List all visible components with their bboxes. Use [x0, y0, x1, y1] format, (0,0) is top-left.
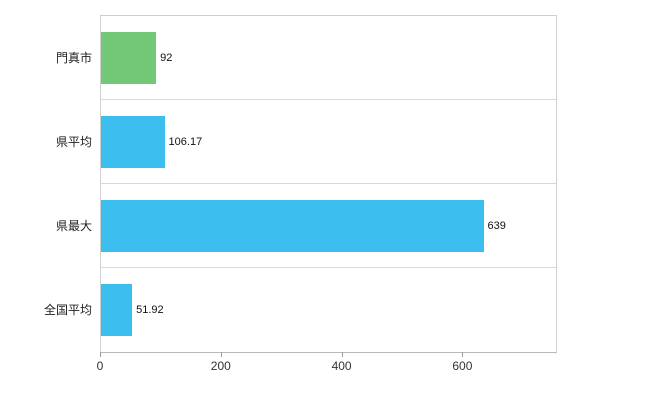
chart-body: 門真市県平均県最大全国平均 92 106.17 639 51.92 — [30, 15, 557, 353]
x-tick-mark — [341, 352, 343, 357]
x-tick-mark — [462, 352, 464, 357]
category-label: 全国平均 — [43, 302, 92, 317]
bar-value-label: 92 — [160, 51, 173, 64]
x-axis: 0 200 400 600 — [96, 352, 559, 376]
bar — [101, 199, 484, 252]
chart-row: 106.17 — [101, 100, 556, 184]
category-label: 県平均 — [55, 134, 92, 149]
bar-value-label: 106.17 — [168, 135, 203, 148]
category-labels: 門真市県平均県最大全国平均 — [30, 15, 100, 353]
category-label: 県最大 — [55, 218, 92, 233]
plot-area: 92 106.17 639 51.92 — [100, 15, 557, 353]
chart-row: 639 — [101, 184, 556, 268]
chart-row: 51.92 — [101, 268, 556, 352]
x-tick-label: 400 — [331, 359, 352, 373]
chart-row: 92 — [101, 16, 556, 100]
bar — [101, 284, 133, 336]
bar — [101, 115, 165, 168]
bar-value-label: 51.92 — [136, 304, 164, 316]
x-tick-label: 0 — [96, 359, 104, 373]
x-tick-label: 200 — [210, 359, 231, 373]
x-tick-mark — [100, 352, 101, 357]
category-label: 門真市 — [55, 50, 92, 65]
x-tick-mark — [220, 352, 222, 357]
x-tick-label: 600 — [452, 359, 473, 373]
bar — [101, 31, 157, 84]
bar-value-label: 639 — [487, 219, 506, 232]
